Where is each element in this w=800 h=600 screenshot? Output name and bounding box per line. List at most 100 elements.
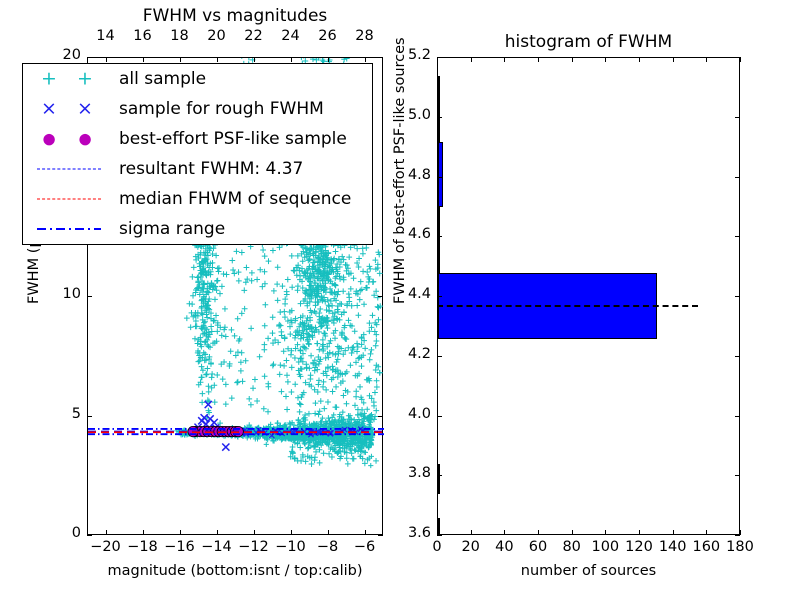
tick-label: 10 bbox=[62, 286, 81, 302]
tick-mark bbox=[87, 535, 92, 536]
tick-mark bbox=[735, 355, 740, 357]
legend-item: + + all sample bbox=[23, 64, 372, 94]
tick-label: 140 bbox=[658, 539, 687, 555]
tick-mark bbox=[437, 176, 442, 178]
tick-mark bbox=[740, 57, 741, 62]
tick-label: 4.2 bbox=[407, 345, 431, 362]
plus-marker-icon: + bbox=[77, 67, 93, 90]
tick-mark bbox=[735, 535, 740, 536]
histogram-bar bbox=[438, 75, 440, 142]
tick-label: 80 bbox=[562, 539, 581, 555]
tick-mark bbox=[437, 475, 442, 477]
tick-mark bbox=[364, 530, 366, 535]
histogram-y-axis-label: FWHM of best-effort PSF-like sources bbox=[392, 37, 408, 304]
tick-mark bbox=[735, 415, 740, 417]
legend-label: resultant FWHM: 4.37 bbox=[119, 159, 304, 179]
tick-mark bbox=[639, 530, 640, 535]
circle-marker-icon: ● bbox=[78, 129, 92, 148]
tick-mark bbox=[87, 415, 92, 417]
cross-marker-icon: × bbox=[41, 97, 57, 120]
tick-label: −6 bbox=[353, 539, 376, 555]
tick-mark bbox=[437, 236, 442, 238]
tick-label: 3.8 bbox=[407, 465, 431, 482]
tick-mark bbox=[504, 57, 506, 62]
tick-label: 160 bbox=[692, 539, 721, 555]
legend-marker: × × bbox=[23, 94, 119, 124]
histogram-bar bbox=[438, 141, 444, 208]
tick-label: 0 bbox=[71, 525, 81, 541]
scatter-plot-title: FWHM vs magnitudes bbox=[142, 6, 328, 26]
histogram-title: histogram of FWHM bbox=[504, 32, 673, 52]
tick-mark bbox=[605, 530, 607, 535]
tick-mark bbox=[571, 57, 573, 62]
tick-label: 40 bbox=[495, 539, 514, 555]
tick-mark bbox=[735, 236, 740, 238]
tick-label: −14 bbox=[201, 539, 232, 555]
tick-mark bbox=[87, 57, 92, 58]
legend-marker: + + bbox=[23, 64, 119, 94]
tick-mark bbox=[327, 57, 329, 62]
cross-marker-icon: × bbox=[77, 97, 93, 120]
legend-item: resultant FWHM: 4.37 bbox=[23, 154, 372, 184]
tick-mark bbox=[253, 530, 255, 535]
tick-label: 20 bbox=[207, 28, 226, 44]
tick-mark bbox=[105, 530, 107, 535]
tick-label: 3.6 bbox=[407, 525, 431, 541]
tick-mark bbox=[672, 57, 674, 62]
tick-label: −12 bbox=[238, 539, 269, 555]
tick-mark bbox=[735, 475, 740, 477]
tick-mark bbox=[179, 530, 181, 535]
legend-marker: ● ● bbox=[23, 124, 119, 154]
tick-label: 4.0 bbox=[407, 405, 431, 422]
legend-marker bbox=[23, 154, 119, 184]
tick-mark bbox=[216, 57, 218, 62]
tick-label: 26 bbox=[318, 28, 337, 44]
legend-item: ● ● best-effort PSF-like sample bbox=[23, 124, 372, 154]
legend-marker bbox=[23, 214, 119, 244]
tick-label: 4.4 bbox=[407, 286, 431, 302]
tick-mark bbox=[378, 296, 383, 297]
tick-mark bbox=[142, 57, 144, 62]
tick-mark bbox=[437, 415, 442, 417]
tick-mark bbox=[538, 530, 539, 535]
tick-label: 4.6 bbox=[407, 226, 431, 243]
tick-mark bbox=[538, 57, 539, 62]
tick-label: 0 bbox=[432, 539, 442, 555]
tick-label: 16 bbox=[133, 28, 152, 44]
tick-mark bbox=[735, 296, 740, 297]
tick-mark bbox=[706, 530, 708, 535]
tick-mark bbox=[571, 530, 573, 535]
tick-label: 5.0 bbox=[407, 106, 431, 123]
tick-label: 20 bbox=[461, 539, 480, 555]
legend-label: all sample bbox=[119, 69, 207, 89]
tick-label: −10 bbox=[275, 539, 306, 555]
tick-mark bbox=[290, 530, 292, 535]
tick-mark bbox=[706, 57, 708, 62]
tick-label: 22 bbox=[244, 28, 263, 44]
tick-label: 60 bbox=[528, 539, 548, 555]
tick-label: 20 bbox=[62, 47, 81, 63]
legend-line-sample bbox=[37, 168, 101, 170]
tick-mark bbox=[605, 57, 607, 62]
tick-mark bbox=[327, 530, 329, 535]
tick-mark bbox=[105, 57, 107, 62]
tick-mark bbox=[378, 535, 383, 536]
tick-label: −18 bbox=[127, 539, 158, 555]
legend-label: best-effort PSF-like sample bbox=[119, 129, 347, 149]
legend-marker bbox=[23, 184, 119, 214]
tick-mark bbox=[437, 57, 438, 62]
tick-mark bbox=[437, 116, 442, 118]
tick-label: 180 bbox=[726, 539, 754, 555]
tick-label: 18 bbox=[170, 28, 189, 44]
tick-label: −16 bbox=[164, 539, 195, 555]
tick-mark bbox=[735, 57, 740, 58]
scatter-x-axis-label: magnitude (bottom:isnt / top:calib) bbox=[107, 563, 363, 579]
tick-label: 24 bbox=[281, 28, 300, 44]
legend-item: sigma range bbox=[23, 214, 372, 244]
tick-mark bbox=[179, 57, 181, 62]
histogram-bar bbox=[438, 518, 440, 534]
tick-mark bbox=[504, 530, 506, 535]
tick-mark bbox=[437, 530, 438, 535]
tick-label: −8 bbox=[316, 539, 339, 555]
